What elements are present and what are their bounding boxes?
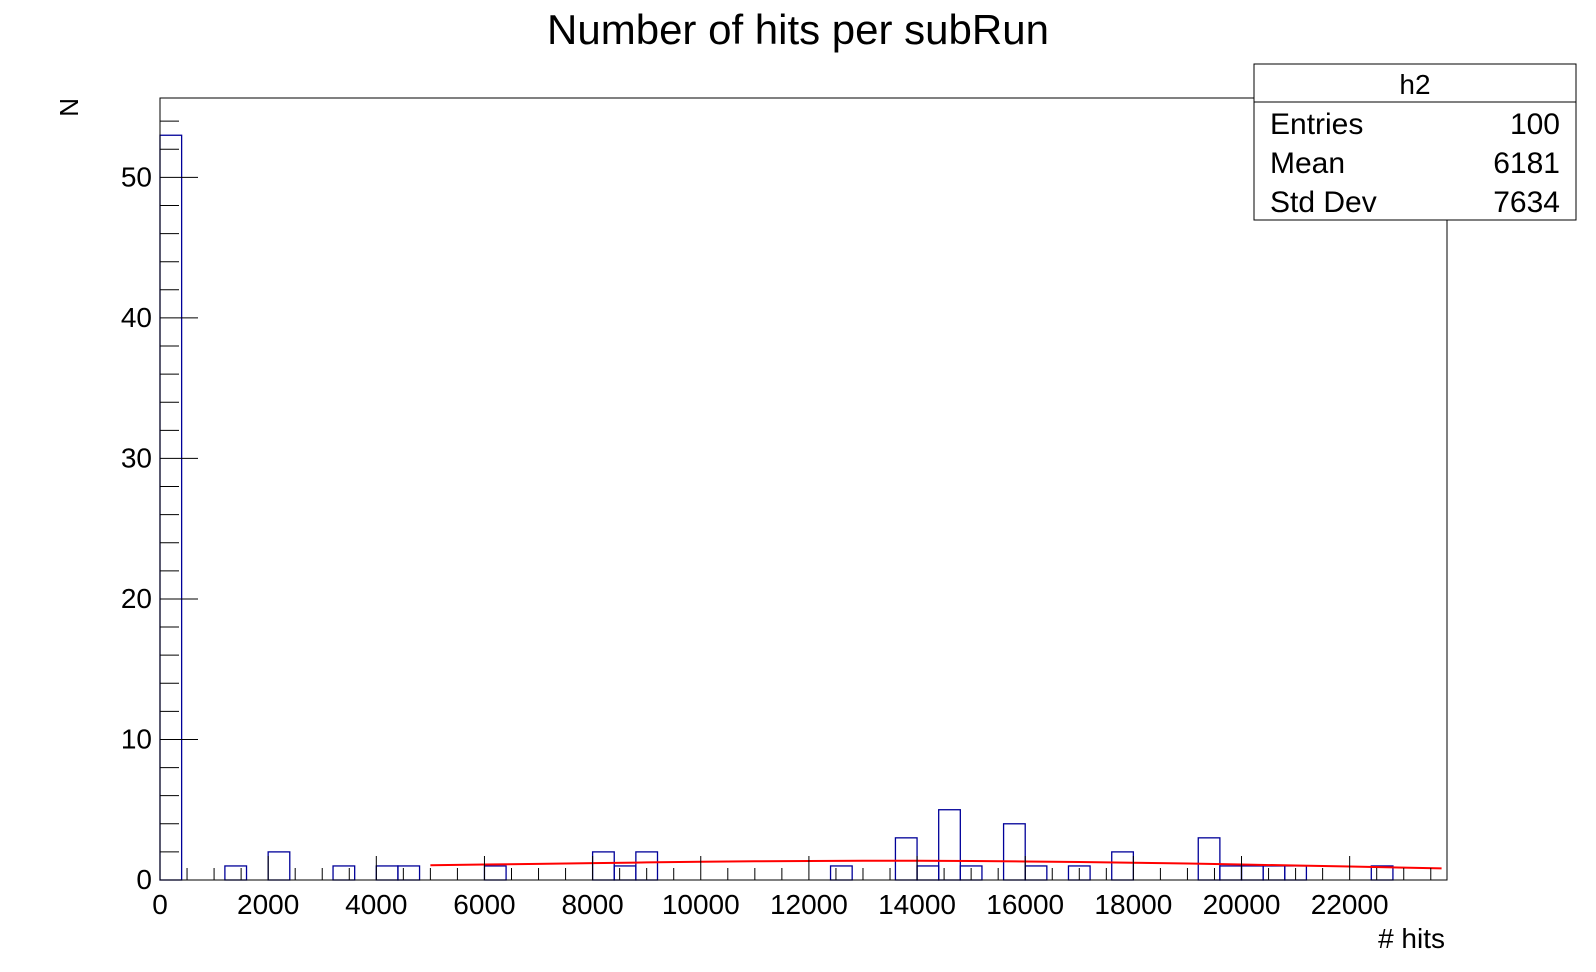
histogram-bin: [267, 851, 291, 881]
y-axis-label: N: [54, 98, 84, 117]
histogram-bin: [829, 865, 853, 881]
histogram-bin: [224, 865, 248, 881]
histogram-bin: [938, 809, 961, 881]
stats-mean-value: 6181: [1493, 147, 1560, 180]
x-tick-label: 10000: [662, 889, 740, 920]
stats-entries-value: 100: [1510, 108, 1560, 141]
x-tick-label: 18000: [1094, 889, 1172, 920]
stats-mean-label: Mean: [1270, 147, 1345, 180]
histogram-bin: [1002, 823, 1026, 881]
x-tick-label: 22000: [1311, 889, 1389, 920]
x-tick-label: 20000: [1203, 889, 1281, 920]
x-axis: 0 2000 4000 6000 8000 10000 12000 14000 16000 180…: [152, 856, 1432, 920]
chart-title: Number of hits per subRun: [547, 6, 1049, 53]
plot-area: [159, 134, 1442, 881]
stats-box: h2 Entries 100 Mean 6181 Std Dev 7634: [1253, 63, 1577, 221]
x-tick-label: 12000: [770, 889, 848, 920]
x-tick-label: 2000: [237, 889, 299, 920]
histogram-bin: [397, 865, 421, 881]
stats-entries-label: Entries: [1270, 108, 1363, 141]
histogram-bin: [1219, 865, 1243, 881]
stats-stddev-label: Std Dev: [1270, 186, 1377, 219]
y-tick-label: 20: [121, 583, 152, 614]
histogram-bin: [1111, 851, 1135, 881]
y-tick-label: 10: [121, 723, 152, 754]
fit-curve: [430, 859, 1442, 870]
histogram-bin: [332, 865, 356, 881]
x-tick-label: 0: [152, 889, 168, 920]
histogram-bin: [375, 865, 399, 881]
y-tick-label: 50: [121, 161, 152, 192]
stats-title: h2: [1399, 69, 1430, 100]
histogram-bin: [613, 865, 637, 881]
histogram-bin: [483, 865, 507, 881]
histogram-bin: [1024, 865, 1048, 881]
histogram-bin: [916, 865, 940, 881]
x-tick-label: 6000: [453, 889, 515, 920]
plot-frame: [159, 97, 1448, 881]
x-tick-label: 8000: [561, 889, 623, 920]
histogram-bin: [591, 851, 615, 881]
y-tick-label: 30: [121, 442, 152, 473]
histogram-bin: [1240, 865, 1264, 881]
y-tick-label: 0: [136, 864, 152, 895]
x-tick-label: 16000: [986, 889, 1064, 920]
x-axis-label: # hits: [1378, 923, 1445, 954]
histogram-bin: [159, 134, 183, 881]
x-tick-label: 4000: [345, 889, 407, 920]
histogram-bin: [1262, 865, 1286, 881]
x-tick-label: 14000: [878, 889, 956, 920]
y-axis: 0 10 20 30 40 50: [121, 120, 198, 895]
stats-stddev-value: 7634: [1493, 186, 1560, 219]
y-tick-label: 40: [121, 302, 152, 333]
histogram-bin: [894, 837, 918, 881]
histogram-bin: [1197, 837, 1221, 881]
